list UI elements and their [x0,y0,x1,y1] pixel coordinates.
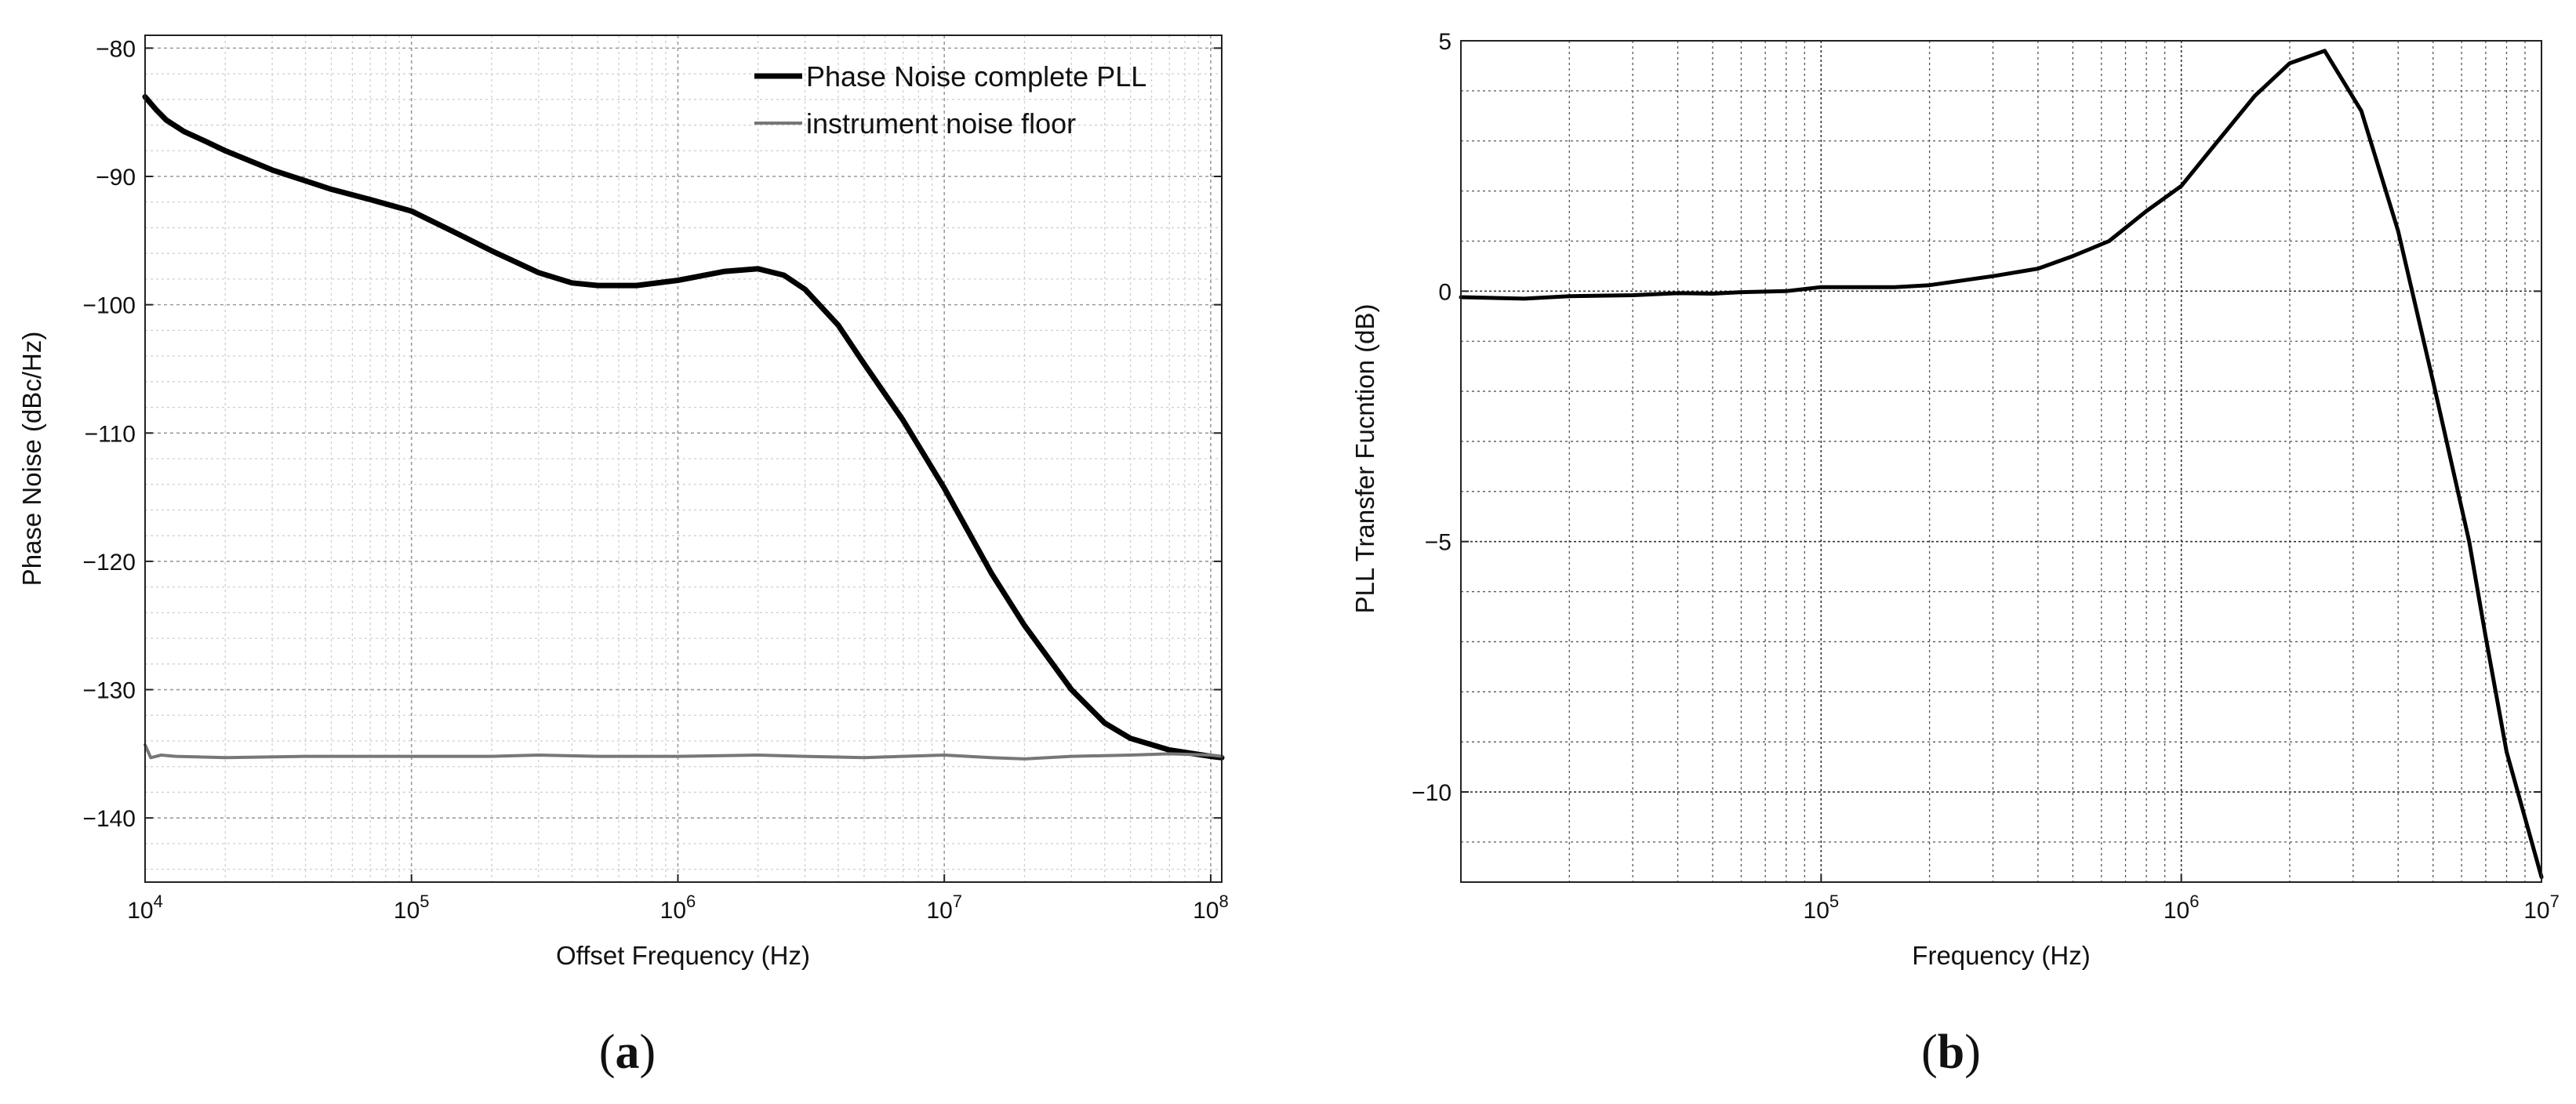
chart-b-ticks: 5 0 −5 −10 105 106 107 [1412,29,2560,924]
chart-a-major-grid [145,35,1222,882]
chart-a-y-tick-label: −80 [96,36,136,62]
chart-b-frame [1460,40,2542,883]
legend-label-phase-noise: Phase Noise complete PLL [806,60,1146,93]
chart-a-x-tick-label: 104 [127,892,163,924]
chart-a-y-tick-label: −120 [82,550,136,576]
chart-b-x-tick-label: 105 [1804,892,1840,924]
chart-a-y-tick-label: −100 [82,293,136,319]
chart-a-y-axis-label: Phase Noise (dBc/Hz) [17,332,46,586]
chart-a-x-tick-label: 107 [926,892,962,924]
panel-label-a: (a) [599,1026,656,1079]
chart-b-y-axis-label: PLL Transfer Fucntion (dB) [1350,304,1379,614]
panel-label-b: (b) [1921,1026,1981,1079]
chart-b-x-tick-label: 106 [2164,892,2200,924]
chart-a-minor-grid [145,35,1222,882]
chart-a-y-tick-label: −90 [96,165,136,191]
chart-a-series-line-2 [144,743,1223,761]
chart-b-y-tick-label: 0 [1438,279,1451,305]
chart-a-x-axis-label: Offset Frequency (Hz) [556,941,810,970]
chart-a-y-tick-label: −110 [85,421,136,447]
chart-a-x-tick-label: 106 [660,892,696,924]
chart-a-series-line-1 [142,94,1225,761]
chart-a-frame [144,34,1223,883]
chart-a-y-tick-label: −130 [82,678,136,704]
chart-a-ticks: −80 −90 −100 −110 −120 −130 −140 104 105 106 107 10… [82,36,1228,924]
chart-a-y-tick-label: −140 [82,806,136,832]
chart-b-grid [1461,41,2541,882]
chart-a: −80 −90 −100 −110 −120 −130 −140 104 105 106 107 10… [17,34,1229,1079]
chart-a-x-tick-label: 105 [394,892,430,924]
legend-label-noise-floor: instrument noise floor [806,107,1076,140]
chart-b-series-line-1 [1459,49,2544,880]
chart-b-y-tick-label: −5 [1425,530,1451,556]
chart-b-y-tick-label: 5 [1438,29,1451,55]
chart-a-x-tick-label: 108 [1193,892,1229,924]
chart-a-legend: Phase Noise complete PLL instrument nois… [754,60,1146,140]
chart-b-series-group [1459,49,2544,880]
chart-b: 5 0 −5 −10 105 106 107 Frequency (Hz) PLL Tran… [1350,29,2560,1079]
chart-b-x-axis-label: Frequency (Hz) [1912,941,2090,970]
chart-b-y-tick-label: −10 [1412,780,1451,806]
chart-b-x-tick-label: 107 [2523,892,2560,924]
chart-a-series-group [142,94,1225,761]
